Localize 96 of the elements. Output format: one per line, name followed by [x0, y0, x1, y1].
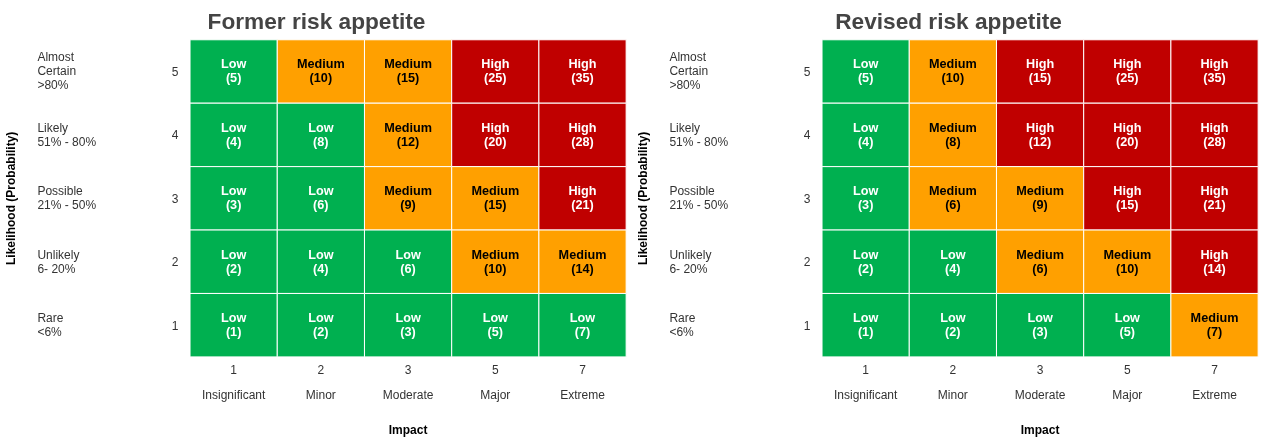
x-tick-label: Moderate	[1014, 387, 1066, 402]
text: 2	[317, 363, 325, 378]
data-label: Medium (15)	[471, 184, 520, 213]
data-label: High (25)	[1113, 57, 1142, 86]
y-tick-label: 2	[803, 255, 811, 270]
y-tick-label: 5	[171, 64, 179, 79]
data-label: Low (8)	[308, 120, 334, 149]
data-label: Medium (10)	[1103, 247, 1152, 276]
y-tick-label: 1	[803, 318, 811, 333]
data-label: Low (7)	[569, 311, 596, 340]
x-tick-label: Major	[1112, 387, 1143, 402]
data-label: Low (4)	[940, 247, 966, 276]
data-label: Low (3)	[395, 311, 421, 340]
chart-title: Revised risk appetite	[835, 7, 1062, 34]
x-tick-label: Moderate	[382, 387, 434, 402]
data-label: Medium (10)	[296, 57, 345, 86]
x-axis-title: Impact	[388, 422, 428, 437]
y2-tick-label: Unlikely 6- 20%	[37, 247, 80, 276]
data-label: Low (3)	[220, 184, 247, 213]
data-label: Low (1)	[852, 311, 879, 340]
data-label: Medium (7)	[1190, 311, 1239, 340]
y-tick-label: 3	[803, 191, 811, 206]
data-label: Medium (10)	[928, 57, 977, 86]
x-axis-title: Impact	[1020, 422, 1060, 437]
text: 3	[1036, 363, 1044, 378]
data-label: High (20)	[1113, 120, 1142, 149]
data-label: Medium (6)	[1016, 247, 1064, 276]
x-tick-label: Insignificant	[201, 387, 266, 402]
text: 2	[949, 363, 957, 378]
x-tick-label: Extreme	[1192, 387, 1238, 402]
data-label: Low (4)	[308, 247, 334, 276]
data-label: High (15)	[1113, 184, 1142, 213]
x-tick-label: Minor	[305, 387, 336, 402]
text: 3	[404, 363, 412, 378]
data-label: Low (4)	[220, 120, 247, 149]
y-tick-label: 3	[171, 191, 179, 206]
data-label: High (21)	[1200, 184, 1229, 213]
y-tick-label: 1	[171, 318, 179, 333]
x-tick-label: Major	[480, 387, 511, 402]
data-label: High (12)	[1026, 120, 1055, 149]
data-label: High (21)	[568, 184, 597, 213]
data-label: Low (6)	[395, 247, 421, 276]
data-label: Low (3)	[852, 184, 879, 213]
x-tick-label: Insignificant	[833, 387, 898, 402]
data-label: High (28)	[1200, 120, 1229, 149]
data-label: High (14)	[1200, 247, 1229, 276]
x-tick-label: Extreme	[560, 387, 606, 402]
data-label: Low (4)	[852, 120, 879, 149]
data-label: Low (2)	[852, 247, 879, 276]
y2-tick-label: Unlikely 6- 20%	[669, 247, 712, 276]
y2-tick-label: Almost Certain >80%	[37, 50, 77, 93]
y2-tick-label: Likely 51% - 80%	[37, 120, 97, 149]
data-label: Low (5)	[1114, 311, 1141, 340]
data-label: Low (2)	[940, 311, 966, 340]
data-label: High (15)	[1026, 57, 1055, 86]
data-label: High (25)	[481, 57, 510, 86]
text: 5	[491, 363, 499, 378]
text: 7	[579, 363, 587, 378]
y2-tick-label: Rare <6%	[669, 311, 696, 340]
y-tick-label: 4	[171, 128, 179, 143]
y-tick-label: 4	[803, 128, 811, 143]
data-label: Medium (8)	[928, 120, 977, 149]
y2-tick-label: Almost Certain >80%	[669, 50, 709, 93]
data-label: Low (3)	[1027, 311, 1053, 340]
y2-tick-label: Likely 51% - 80%	[669, 120, 729, 149]
text: 1	[230, 363, 238, 378]
data-label: Medium (14)	[558, 247, 607, 276]
data-label: Low (1)	[220, 311, 247, 340]
data-label: High (28)	[568, 120, 597, 149]
data-label: High (35)	[568, 57, 597, 86]
y2-tick-label: Rare <6%	[37, 311, 64, 340]
data-label: Medium (12)	[384, 120, 432, 149]
data-label: Medium (15)	[384, 57, 432, 86]
data-label: Medium (10)	[471, 247, 520, 276]
y2-tick-label: Possible 21% - 50%	[669, 184, 729, 213]
data-label: Low (2)	[220, 247, 247, 276]
data-label: Low (5)	[482, 311, 509, 340]
data-label: Medium (6)	[928, 184, 977, 213]
y2-tick-label: Possible 21% - 50%	[37, 184, 97, 213]
data-label: Low (6)	[308, 184, 334, 213]
text: 1	[862, 363, 870, 378]
x-tick-label: Minor	[937, 387, 968, 402]
text: 5	[1123, 363, 1131, 378]
data-label: High (20)	[481, 120, 510, 149]
y-axis-title: Likelihood (Probability)	[636, 131, 651, 265]
data-label: Low (5)	[220, 57, 247, 86]
data-label: High (35)	[1200, 57, 1229, 86]
y-tick-label: 2	[171, 255, 179, 270]
y-tick-label: 5	[803, 64, 811, 79]
chart-title: Former risk appetite	[207, 7, 426, 34]
text: 7	[1211, 363, 1219, 378]
data-label: Low (5)	[852, 57, 879, 86]
data-label: Low (2)	[308, 311, 334, 340]
data-label: Medium (9)	[1016, 184, 1064, 213]
y-axis-title: Likelihood (Probability)	[4, 131, 19, 265]
data-label: Medium (9)	[384, 184, 432, 213]
